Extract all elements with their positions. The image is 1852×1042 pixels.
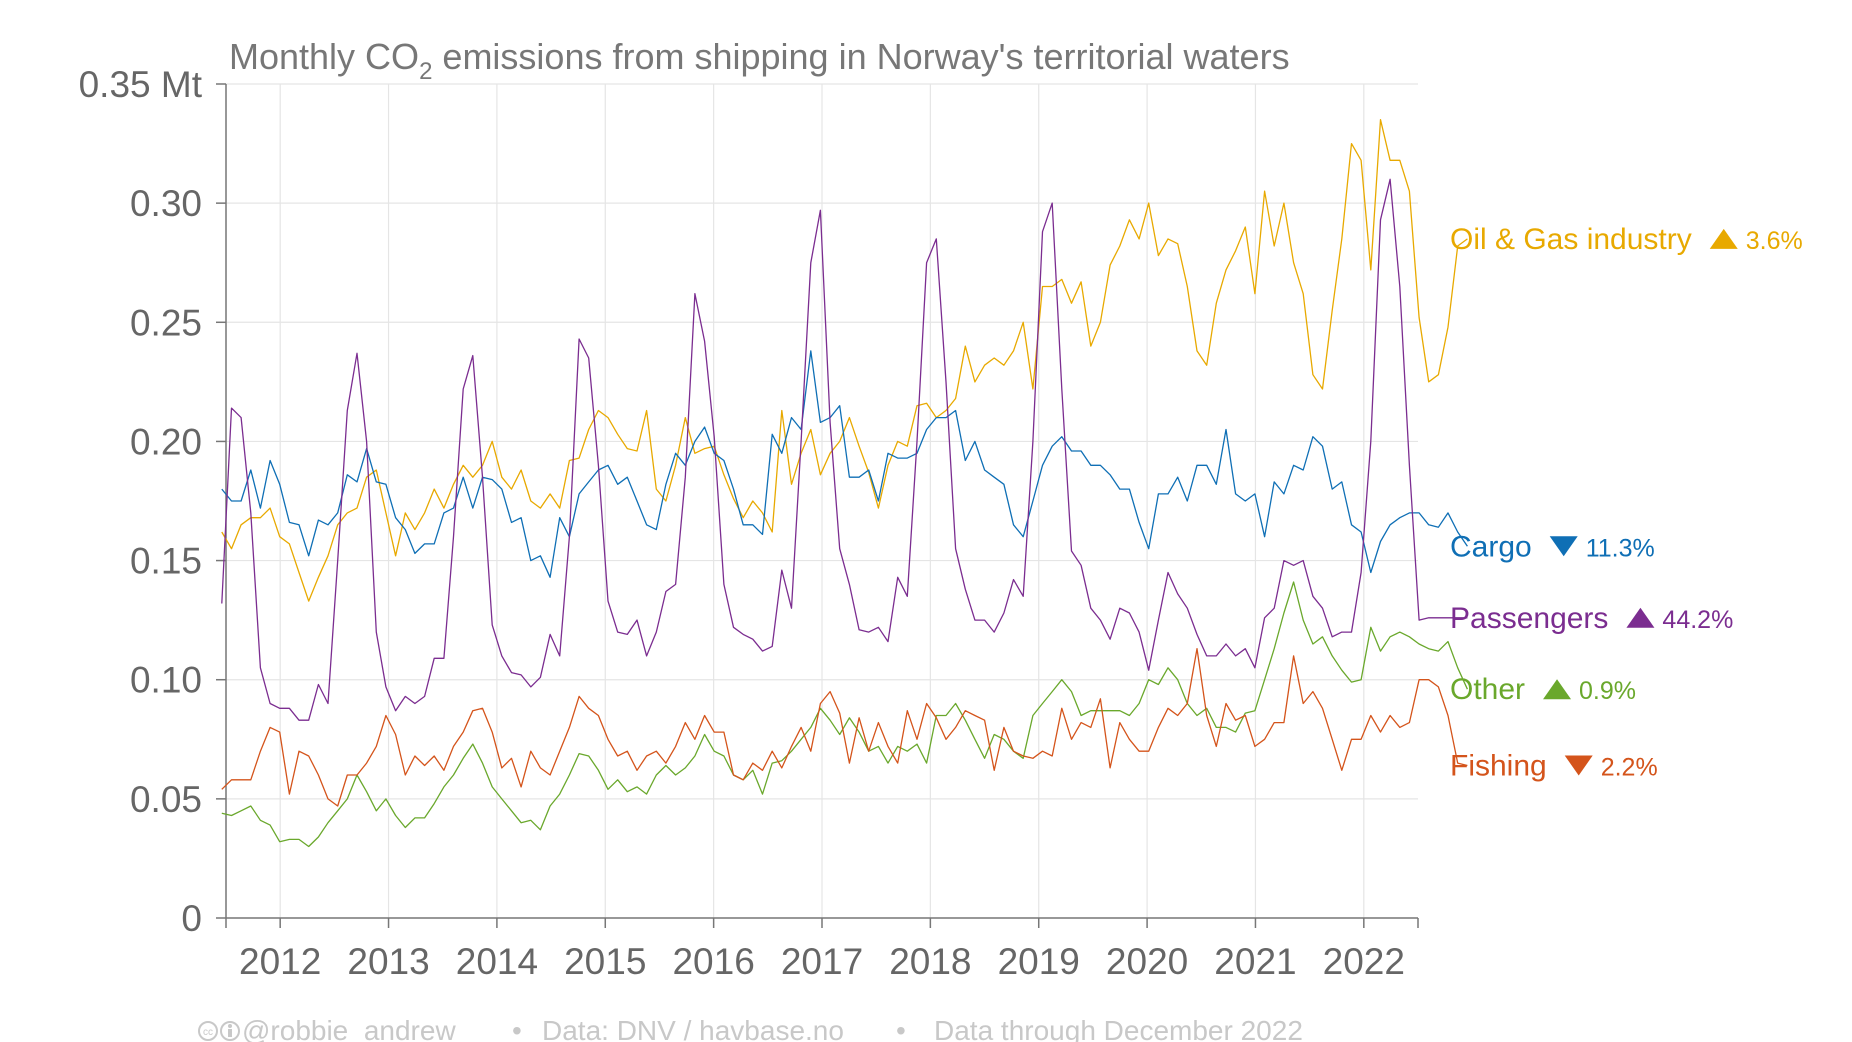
- triangle-up-icon: [1626, 607, 1655, 628]
- x-tick-label: 2012: [239, 941, 321, 982]
- footer-separator: •: [512, 1015, 522, 1042]
- svg-text:cc: cc: [203, 1027, 213, 1038]
- footer-note: Data through December 2022: [934, 1015, 1303, 1042]
- legend-change-passengers: 44.2%: [1662, 606, 1733, 634]
- legend-change-oil-gas-industry: 3.6%: [1746, 227, 1803, 255]
- footer-separator: •: [896, 1015, 906, 1042]
- y-tick-label: 0.15: [130, 541, 202, 582]
- y-tick-label: 0.25: [130, 302, 202, 343]
- legend-change-fishing: 2.2%: [1601, 753, 1658, 781]
- triangle-down-icon: [1564, 755, 1593, 776]
- series-line-cargo: [221, 350, 1468, 578]
- x-tick-label: 2022: [1323, 941, 1405, 982]
- x-tick-label: 2014: [456, 941, 538, 982]
- triangle-up-icon: [1709, 228, 1738, 249]
- x-axis-ticks: 2012 2013 2014 2015 2016 2017 2018 2019 2020 2021…: [225, 918, 1419, 982]
- y-tick-label: 0.10: [130, 660, 202, 701]
- x-tick-label: 2016: [672, 941, 754, 982]
- legend-label-oil-gas-industry: Oil & Gas industry: [1450, 223, 1692, 256]
- gridlines: [226, 83, 1418, 918]
- triangle-down-icon: [1549, 536, 1578, 557]
- triangle-up-icon: [1543, 679, 1572, 700]
- legend-change-other: 0.9%: [1579, 677, 1636, 705]
- y-tick-label: 0.20: [130, 421, 202, 462]
- legend-label-other: Other: [1450, 673, 1525, 706]
- chart-title: Monthly CO2 emissions from shipping in N…: [229, 36, 1290, 85]
- x-tick-label: 2019: [998, 941, 1080, 982]
- legend-change-cargo: 11.3%: [1586, 534, 1655, 562]
- series-line-other: [221, 581, 1468, 848]
- x-tick-label: 2013: [347, 941, 429, 982]
- attribution-icon: [220, 1021, 240, 1041]
- series-line-passengers: [221, 178, 1468, 721]
- series-line-oil-gas-industry: [221, 119, 1468, 602]
- footer: cc @robbie_andrew • Data: DNV / havbase.…: [198, 1015, 1303, 1042]
- footer-credit: @robbie_andrew: [242, 1015, 456, 1042]
- x-tick-label: 2015: [564, 941, 646, 982]
- x-tick-label: 2020: [1106, 941, 1188, 982]
- cc-license-icon: cc: [198, 1021, 218, 1041]
- legend: Oil & Gas industry 3.6% Cargo 11.3% Passenge…: [1450, 223, 1803, 783]
- series-lines: [221, 119, 1468, 848]
- y-tick-label: 0.30: [130, 183, 202, 224]
- x-tick-label: 2017: [781, 941, 863, 982]
- y-axis-ticks: 0 0.05 0.10 0.15 0.20 0.25 0.30 0.35 Mt: [79, 64, 226, 939]
- series-line-fishing: [221, 648, 1468, 807]
- y-tick-label: 0.05: [130, 779, 202, 820]
- legend-label-passengers: Passengers: [1450, 602, 1608, 635]
- legend-label-fishing: Fishing: [1450, 749, 1547, 782]
- x-tick-label: 2021: [1214, 941, 1296, 982]
- y-tick-label: 0.35 Mt: [79, 64, 203, 105]
- y-tick-label: 0: [181, 898, 202, 939]
- footer-source: Data: DNV / havbase.no: [542, 1015, 844, 1042]
- x-tick-label: 2018: [889, 941, 971, 982]
- legend-label-cargo: Cargo: [1450, 530, 1532, 563]
